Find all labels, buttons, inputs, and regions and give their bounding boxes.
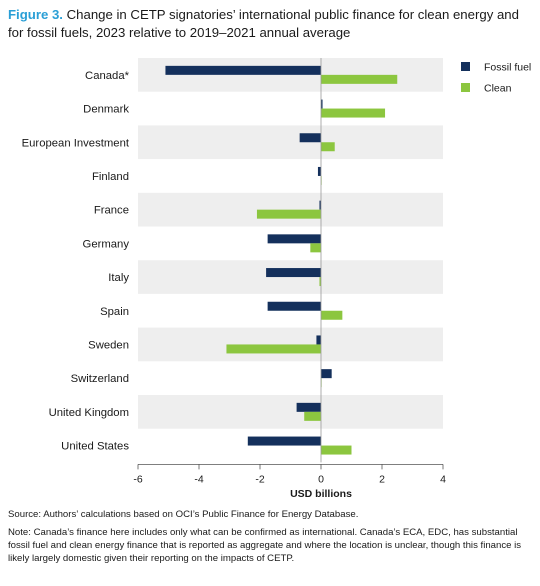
category-label: Italy (108, 272, 129, 284)
bar-fossil-fuel (319, 200, 321, 210)
category-label: Canada* (85, 70, 130, 82)
bar-fossil-fuel (165, 65, 321, 75)
category-label: United States (61, 441, 129, 453)
category-label: Germany (83, 238, 130, 250)
bar-fossil-fuel (296, 402, 321, 412)
bar-fossil-fuel (267, 301, 321, 311)
bar-clean (310, 243, 321, 253)
figure-label: Figure 3. (8, 7, 63, 22)
x-axis: -6 -4 -2 0 2 4 (133, 58, 446, 485)
legend-swatch (461, 62, 470, 71)
category-label: United Kingdom (49, 407, 129, 419)
x-tick-label: 0 (318, 473, 324, 485)
bar-fossil-fuel (299, 133, 321, 143)
x-tick-label: -2 (255, 473, 264, 485)
legend-label: Fossil fuel (484, 62, 531, 74)
row-band (138, 395, 443, 429)
title-text: Change in CETP signatories’ internationa… (8, 7, 519, 40)
legend: Fossil fuel Clean (461, 62, 531, 95)
source-text: Source: Authors’ calculations based on O… (8, 509, 359, 520)
bars (165, 65, 398, 455)
bar-fossil-fuel (266, 268, 321, 278)
bar-clean (321, 108, 386, 118)
bar-fossil-fuel (317, 166, 321, 176)
x-tick-label: -4 (194, 473, 203, 485)
bar-clean (321, 445, 352, 455)
bar-chart: Canada* Denmark European Investment Finland… (22, 58, 531, 500)
category-label: European Investment (22, 137, 130, 149)
bar-clean (226, 344, 321, 354)
category-label: Denmark (83, 104, 129, 116)
bar-fossil-fuel (267, 234, 321, 244)
bar-fossil-fuel (321, 369, 332, 379)
bar-clean (319, 277, 321, 287)
category-label: Spain (100, 306, 129, 318)
x-axis-label: USD billions (290, 488, 352, 500)
category-labels: Canada* Denmark European Investment Finland… (22, 70, 130, 453)
row-band (138, 125, 443, 160)
bar-clean (256, 209, 321, 219)
x-tick-label: -6 (133, 473, 142, 485)
bar-fossil-fuel (316, 335, 321, 345)
legend-swatch (461, 83, 470, 92)
category-label: France (94, 205, 129, 217)
bar-fossil-fuel (321, 99, 323, 109)
bar-clean (304, 411, 321, 421)
legend-label: Clean (484, 83, 512, 95)
x-tick-label: 2 (379, 473, 385, 485)
x-tick-label: 4 (440, 473, 446, 485)
bar-fossil-fuel (247, 436, 321, 446)
note-text: Note: Canada’s finance here includes onl… (8, 527, 522, 564)
category-label: Finland (92, 171, 129, 183)
category-label: Switzerland (71, 373, 129, 385)
bar-clean (321, 142, 335, 152)
bar-clean (321, 310, 343, 320)
chart-title: Figure 3. Change in CETP signatories’ in… (8, 6, 532, 42)
bar-clean (321, 74, 398, 84)
category-label: Sweden (88, 339, 129, 351)
